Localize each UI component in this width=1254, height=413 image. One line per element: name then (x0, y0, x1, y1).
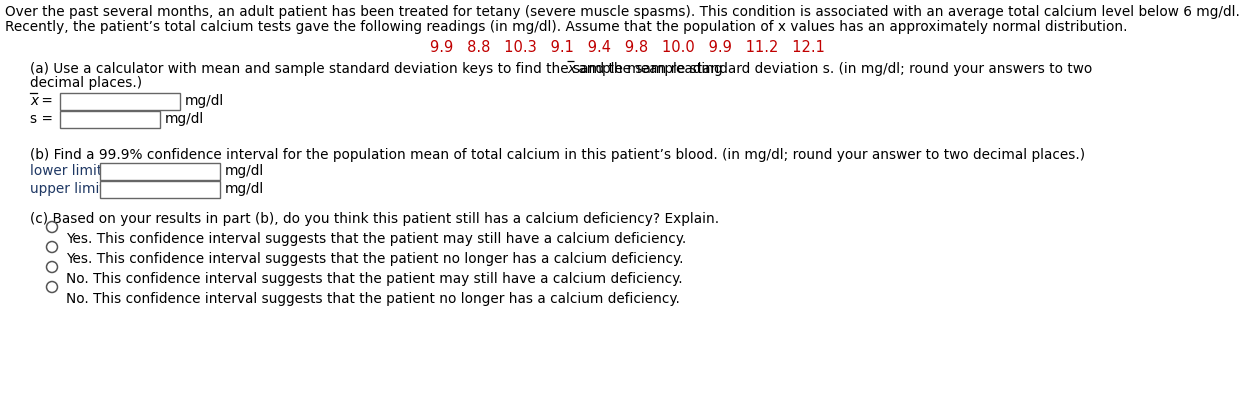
Text: mg/dl: mg/dl (224, 182, 265, 196)
Text: (c) Based on your results in part (b), do you think this patient still has a cal: (c) Based on your results in part (b), d… (30, 212, 719, 226)
Text: =: = (38, 94, 53, 108)
FancyBboxPatch shape (100, 181, 219, 198)
FancyBboxPatch shape (60, 93, 181, 110)
Text: Yes. This confidence interval suggests that the patient no longer has a calcium : Yes. This confidence interval suggests t… (66, 252, 683, 266)
Text: mg/dl: mg/dl (186, 94, 224, 108)
Text: mg/dl: mg/dl (166, 112, 204, 126)
Text: Recently, the patient’s total calcium tests gave the following readings (in mg/d: Recently, the patient’s total calcium te… (5, 20, 1127, 34)
FancyBboxPatch shape (100, 163, 219, 180)
Text: lower limit: lower limit (30, 164, 103, 178)
Text: (a) Use a calculator with mean and sample standard deviation keys to find the sa: (a) Use a calculator with mean and sampl… (30, 62, 727, 76)
FancyBboxPatch shape (60, 111, 161, 128)
Text: decimal places.): decimal places.) (30, 76, 142, 90)
Text: Over the past several months, an adult patient has been treated for tetany (seve: Over the past several months, an adult p… (5, 5, 1240, 19)
Text: upper limit: upper limit (30, 182, 105, 196)
Text: and the sample standard deviation s. (in mg/dl; round your answers to two: and the sample standard deviation s. (in… (574, 62, 1092, 76)
Text: (b) Find a 99.9% confidence interval for the population mean of total calcium in: (b) Find a 99.9% confidence interval for… (30, 148, 1085, 162)
Text: No. This confidence interval suggests that the patient no longer has a calcium d: No. This confidence interval suggests th… (66, 292, 680, 306)
Text: No. This confidence interval suggests that the patient may still have a calcium : No. This confidence interval suggests th… (66, 272, 682, 286)
Text: x: x (567, 62, 576, 76)
Text: x: x (30, 94, 38, 108)
Text: 9.9   8.8   10.3   9.1   9.4   9.8   10.0   9.9   11.2   12.1: 9.9 8.8 10.3 9.1 9.4 9.8 10.0 9.9 11.2 1… (430, 40, 824, 55)
Text: Yes. This confidence interval suggests that the patient may still have a calcium: Yes. This confidence interval suggests t… (66, 232, 686, 246)
Text: mg/dl: mg/dl (224, 164, 265, 178)
Text: s =: s = (30, 112, 53, 126)
